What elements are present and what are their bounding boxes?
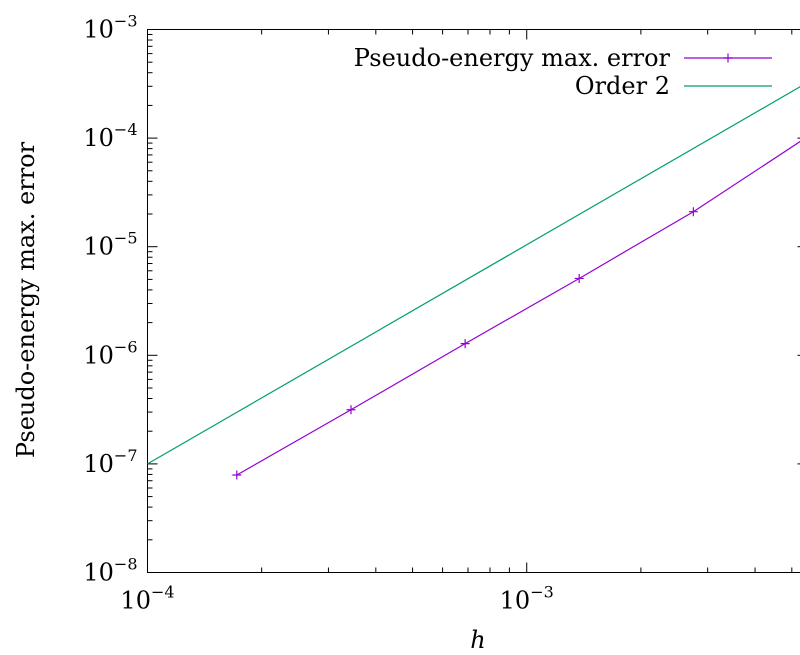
- plot-frame: [147, 29, 800, 573]
- x-tick-label: 10−3: [500, 583, 554, 615]
- series-error-line: [236, 140, 800, 476]
- y-tick-label: 10−8: [83, 555, 137, 587]
- legend-marker: [723, 53, 733, 63]
- data-point-marker: [460, 339, 470, 349]
- y-tick-label: 10−7: [83, 446, 137, 478]
- y-tick-label: 10−3: [83, 12, 137, 44]
- data-point-marker: [688, 207, 698, 217]
- legend-label: Order 2: [575, 72, 670, 100]
- data-point-marker: [232, 470, 242, 480]
- data-point-marker: [574, 273, 584, 283]
- y-tick-label: 10−5: [83, 229, 137, 261]
- data-point-marker: [346, 405, 356, 415]
- series-layer: [147, 86, 800, 480]
- x-axis-ticks: 10−4 10−3: [120, 29, 793, 615]
- y-axis-label: Pseudo-energy max. error: [12, 141, 40, 458]
- y-axis-ticks: 10−8 10−7 10−6 10−5 10−4 10−3: [83, 12, 800, 587]
- y-tick-label: 10−6: [83, 337, 137, 369]
- y-tick-label: 10−4: [83, 120, 137, 152]
- x-axis-label: h: [470, 626, 485, 654]
- series-order2-line: [147, 86, 800, 465]
- x-tick-label: 10−4: [120, 583, 174, 615]
- legend-label: Pseudo-energy max. error: [354, 44, 671, 72]
